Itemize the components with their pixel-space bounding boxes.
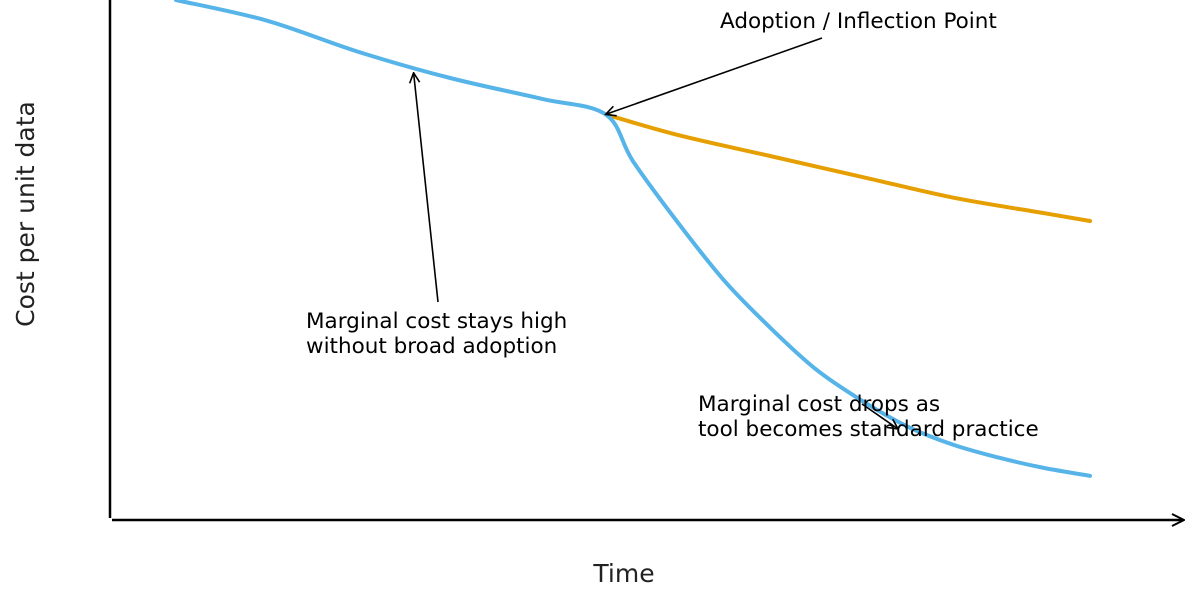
series-line-without-adoption [603, 112, 1092, 223]
annotation-stays-high: Marginal cost stays high without broad a… [306, 309, 574, 359]
annotation-arrow-drops [861, 403, 898, 429]
annotation-arrow-inflection [606, 37, 823, 114]
annotation-stays-high-line-1: Marginal cost stays high [306, 309, 567, 334]
series-line-with-adoption [174, 0, 1092, 478]
annotation-stays-high-line-2: without broad adoption [306, 334, 557, 359]
annotation-drops-line-1: Marginal cost drops as [698, 392, 940, 417]
annotation-arrow-stays-high [414, 73, 439, 303]
annotation-inflection-point: Adoption / Inflection Point [720, 9, 997, 34]
annotation-drops: Marginal cost drops as tool becomes stan… [698, 392, 1039, 442]
x-axis-label: Time [592, 559, 654, 588]
y-axis-label: Cost per unit data [11, 101, 40, 327]
annotation-drops-line-2: tool becomes standard practice [698, 417, 1039, 442]
